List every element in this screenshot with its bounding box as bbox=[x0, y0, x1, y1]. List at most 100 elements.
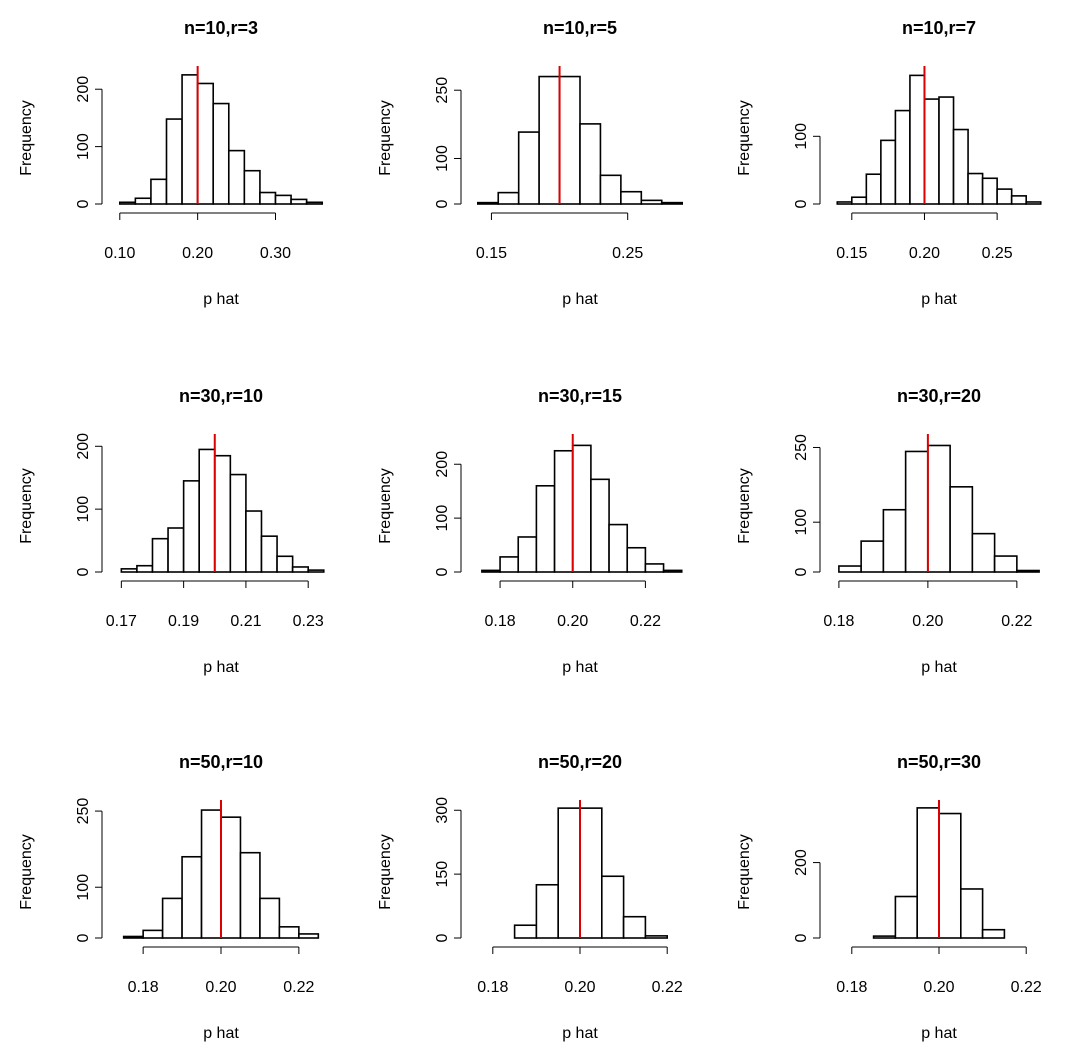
bar bbox=[291, 199, 307, 204]
bar bbox=[591, 479, 609, 572]
bar bbox=[924, 99, 939, 204]
chart-title: n=30,r=20 bbox=[897, 386, 981, 406]
bar bbox=[221, 817, 240, 938]
y-axis-label: Frequency bbox=[18, 468, 35, 544]
bar bbox=[839, 566, 861, 572]
bar bbox=[500, 557, 518, 572]
bar bbox=[260, 193, 276, 204]
x-axis-label: p hat bbox=[921, 291, 957, 308]
bar bbox=[536, 885, 558, 938]
bar bbox=[906, 451, 928, 572]
x-tick-label: 0.22 bbox=[652, 979, 683, 996]
x-tick-label: 0.10 bbox=[104, 245, 135, 262]
bar bbox=[143, 930, 162, 938]
x-tick-label: 0.18 bbox=[836, 979, 867, 996]
chart-title: n=50,r=30 bbox=[897, 752, 981, 772]
bar bbox=[837, 202, 852, 204]
x-tick-label: 0.25 bbox=[612, 245, 643, 262]
bar bbox=[167, 119, 183, 204]
y-tick-label: 100 bbox=[793, 123, 810, 150]
x-tick-label: 0.22 bbox=[1011, 979, 1042, 996]
y-tick-label: 100 bbox=[434, 505, 451, 532]
bar bbox=[950, 487, 972, 572]
bar bbox=[182, 857, 201, 938]
y-axis-label: Frequency bbox=[377, 100, 394, 176]
bar bbox=[972, 534, 994, 572]
bar bbox=[997, 189, 1012, 204]
y-tick-label: 200 bbox=[434, 451, 451, 478]
x-tick-label: 0.19 bbox=[168, 613, 199, 630]
bar bbox=[968, 174, 983, 204]
bar bbox=[580, 808, 602, 938]
bar bbox=[662, 203, 682, 204]
x-axis-label: p hat bbox=[921, 659, 957, 676]
bar bbox=[558, 808, 580, 938]
bar bbox=[560, 77, 580, 204]
y-tick-label: 0 bbox=[793, 933, 810, 942]
bar bbox=[910, 75, 925, 204]
x-tick-label: 0.23 bbox=[293, 613, 324, 630]
bar bbox=[151, 179, 167, 204]
y-tick-label: 0 bbox=[75, 933, 92, 942]
bar bbox=[895, 897, 917, 938]
bar bbox=[627, 548, 645, 572]
bar bbox=[961, 889, 983, 938]
bar bbox=[600, 175, 620, 204]
x-axis-label: p hat bbox=[562, 1025, 598, 1042]
y-tick-label: 0 bbox=[434, 199, 451, 208]
bar bbox=[260, 898, 279, 938]
y-tick-label: 0 bbox=[793, 567, 810, 576]
x-tick-label: 0.15 bbox=[476, 245, 507, 262]
bar bbox=[852, 197, 867, 204]
y-axis-label: Frequency bbox=[377, 834, 394, 910]
bar bbox=[539, 77, 559, 204]
bar bbox=[939, 814, 961, 938]
x-axis-label: p hat bbox=[203, 659, 239, 676]
x-axis-label: p hat bbox=[203, 1025, 239, 1042]
bar bbox=[121, 569, 137, 572]
bar bbox=[861, 541, 883, 572]
y-tick-label: 100 bbox=[75, 133, 92, 160]
bar bbox=[983, 930, 1005, 938]
bar bbox=[215, 456, 231, 572]
bar bbox=[135, 198, 151, 204]
x-tick-label: 0.20 bbox=[182, 245, 213, 262]
y-tick-label: 0 bbox=[793, 199, 810, 208]
chart-title: n=30,r=15 bbox=[538, 386, 622, 406]
bar bbox=[293, 567, 309, 572]
y-tick-label: 250 bbox=[75, 798, 92, 825]
bar bbox=[124, 936, 143, 938]
bar bbox=[213, 104, 229, 204]
y-axis-label: Frequency bbox=[736, 100, 753, 176]
y-axis-label: Frequency bbox=[18, 834, 35, 910]
y-axis-label: Frequency bbox=[736, 834, 753, 910]
y-tick-label: 200 bbox=[75, 433, 92, 460]
y-tick-label: 0 bbox=[434, 933, 451, 942]
x-tick-label: 0.22 bbox=[283, 979, 314, 996]
bar bbox=[182, 75, 198, 204]
bar bbox=[308, 570, 324, 572]
bar bbox=[995, 556, 1017, 572]
y-tick-label: 100 bbox=[75, 496, 92, 523]
bar bbox=[645, 564, 663, 572]
bar bbox=[276, 195, 292, 204]
bar bbox=[881, 140, 896, 204]
bar bbox=[624, 917, 646, 938]
y-tick-label: 0 bbox=[434, 567, 451, 576]
bar bbox=[573, 445, 591, 572]
y-tick-label: 0 bbox=[75, 567, 92, 576]
bar bbox=[519, 132, 539, 204]
bar bbox=[184, 481, 200, 572]
chart-title: n=50,r=20 bbox=[538, 752, 622, 772]
bar bbox=[641, 200, 661, 204]
x-tick-label: 0.15 bbox=[836, 245, 867, 262]
x-tick-label: 0.21 bbox=[230, 613, 261, 630]
x-tick-label: 0.20 bbox=[909, 245, 940, 262]
chart-title: n=10,r=3 bbox=[184, 18, 258, 38]
bar bbox=[307, 202, 323, 204]
x-tick-label: 0.18 bbox=[477, 979, 508, 996]
bar bbox=[137, 566, 153, 572]
bar bbox=[163, 898, 182, 938]
bar bbox=[555, 451, 573, 572]
bar bbox=[518, 537, 536, 572]
